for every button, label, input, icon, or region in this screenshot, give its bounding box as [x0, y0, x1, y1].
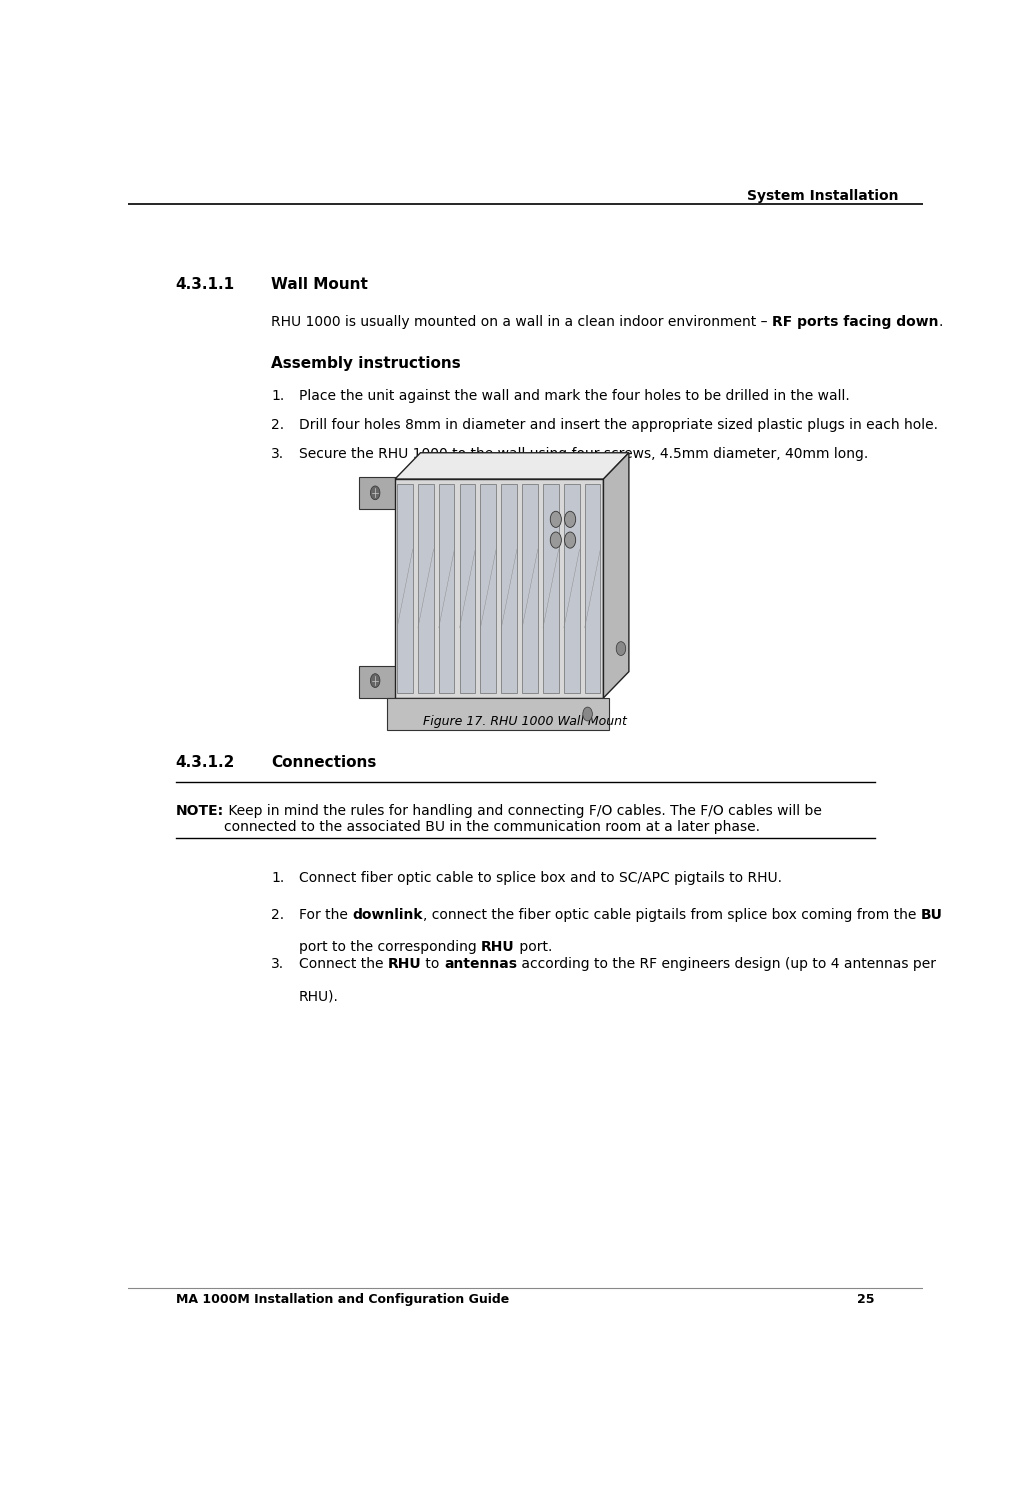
Text: RHU).: RHU). — [299, 989, 339, 1004]
Text: Drill four holes 8mm in diameter and insert the appropriate sized plastic plugs : Drill four holes 8mm in diameter and ins… — [299, 417, 938, 432]
Text: Wall Mount: Wall Mount — [271, 277, 368, 292]
Text: MA 1000M Installation and Configuration Guide: MA 1000M Installation and Configuration … — [176, 1294, 509, 1306]
Text: .: . — [939, 316, 943, 329]
Text: antennas: antennas — [444, 957, 518, 971]
Bar — [439, 483, 454, 693]
Circle shape — [616, 642, 625, 655]
Text: BU: BU — [920, 908, 942, 922]
Text: 2.: 2. — [271, 417, 284, 432]
Text: 3.: 3. — [271, 447, 284, 461]
Text: 4.3.1.2: 4.3.1.2 — [176, 755, 235, 770]
Text: Place the unit against the wall and mark the four holes to be drilled in the wal: Place the unit against the wall and mark… — [299, 389, 850, 402]
Bar — [397, 483, 413, 693]
Circle shape — [583, 708, 592, 721]
Bar — [459, 483, 476, 693]
Text: port.: port. — [515, 939, 552, 954]
Bar — [564, 483, 579, 693]
Text: Connect the: Connect the — [299, 957, 387, 971]
Circle shape — [565, 512, 576, 528]
Circle shape — [565, 533, 576, 548]
Text: according to the RF engineers design (up to 4 antennas per: according to the RF engineers design (up… — [518, 957, 936, 971]
Text: port to the corresponding: port to the corresponding — [299, 939, 481, 954]
Bar — [543, 483, 559, 693]
Bar — [360, 477, 398, 509]
Text: Connect fiber optic cable to splice box and to SC/APC pigtails to RHU.: Connect fiber optic cable to splice box … — [299, 871, 782, 884]
Text: RF ports facing down: RF ports facing down — [772, 316, 939, 329]
Bar — [395, 479, 604, 697]
Bar — [418, 483, 434, 693]
Bar — [501, 483, 517, 693]
Text: RHU: RHU — [481, 939, 515, 954]
Text: Keep in mind the rules for handling and connecting F/O cables. The F/O cables wi: Keep in mind the rules for handling and … — [223, 803, 822, 835]
Text: 1.: 1. — [271, 871, 284, 884]
Text: Secure the RHU 1000 to the wall using four screws, 4.5mm diameter, 40mm long.: Secure the RHU 1000 to the wall using fo… — [299, 447, 868, 461]
Bar — [481, 483, 496, 693]
Text: 3.: 3. — [271, 957, 284, 971]
Text: to: to — [421, 957, 444, 971]
Circle shape — [550, 512, 562, 528]
Bar — [360, 666, 398, 697]
Text: Figure 17. RHU 1000 Wall Mount: Figure 17. RHU 1000 Wall Mount — [423, 715, 627, 729]
Text: Assembly instructions: Assembly instructions — [271, 356, 461, 371]
Text: NOTE:: NOTE: — [176, 803, 223, 818]
Polygon shape — [604, 453, 629, 697]
Circle shape — [370, 486, 380, 500]
Text: 1.: 1. — [271, 389, 284, 402]
Bar — [584, 483, 601, 693]
Text: , connect the fiber optic cable pigtails from splice box coming from the: , connect the fiber optic cable pigtails… — [422, 908, 920, 922]
Text: RHU 1000 is usually mounted on a wall in a clean indoor environment –: RHU 1000 is usually mounted on a wall in… — [271, 316, 772, 329]
Text: System Installation: System Installation — [747, 188, 899, 203]
Text: 2.: 2. — [271, 908, 284, 922]
Text: 25: 25 — [857, 1294, 874, 1306]
Text: 4.3.1.1: 4.3.1.1 — [176, 277, 235, 292]
Bar — [522, 483, 538, 693]
Text: Connections: Connections — [271, 755, 376, 770]
Circle shape — [550, 533, 562, 548]
Polygon shape — [395, 453, 629, 479]
Circle shape — [370, 673, 380, 688]
Text: For the: For the — [299, 908, 353, 922]
Text: RHU: RHU — [387, 957, 421, 971]
Bar — [387, 697, 609, 730]
Text: downlink: downlink — [353, 908, 422, 922]
